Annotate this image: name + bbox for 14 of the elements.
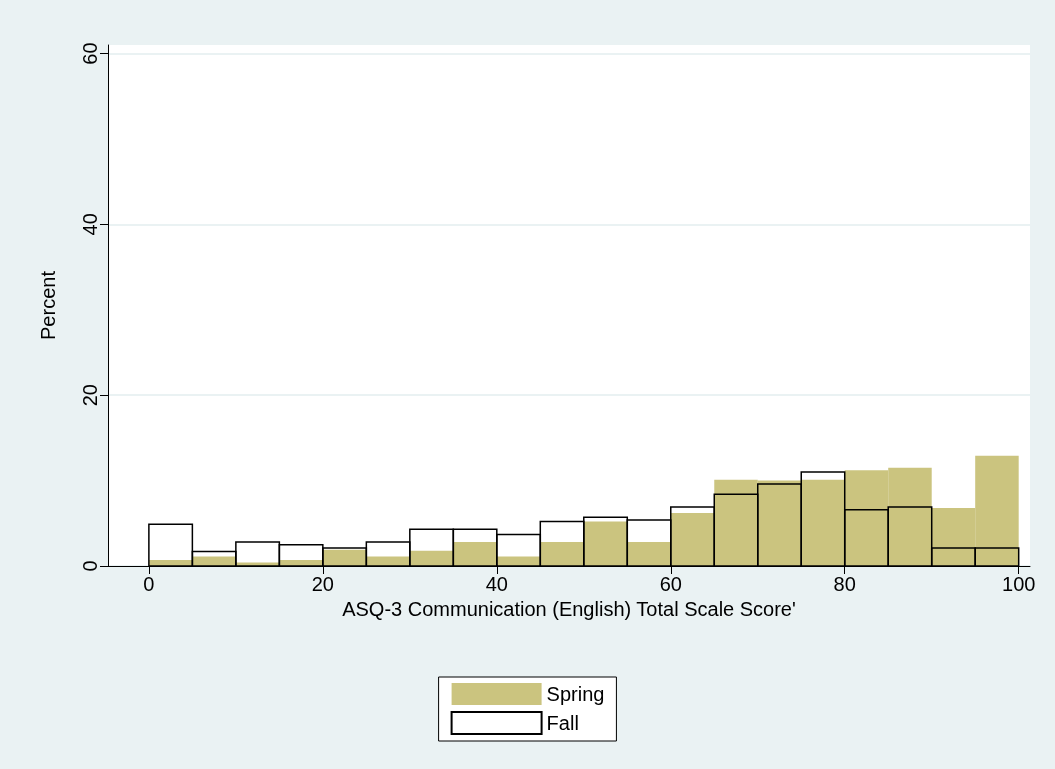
y-tick-label: 0 [79,560,101,572]
legend-label: Spring [546,683,605,705]
x-tick-label: 100 [1002,573,1036,595]
y-tick-label: 40 [79,213,101,236]
x-tick-label: 0 [143,573,155,595]
y-tick-label: 20 [79,384,101,407]
y-axis-title: Percent [37,270,59,340]
x-tick-label: 80 [833,573,856,595]
x-tick-label: 40 [485,573,508,595]
legend-label: Fall [546,712,579,734]
y-tick-label: 60 [79,42,101,65]
x-tick-label: 20 [311,573,334,595]
x-tick-label: 60 [659,573,682,595]
x-axis-title: ASQ-3 Communication (English) Total Scale Score' [342,597,796,620]
